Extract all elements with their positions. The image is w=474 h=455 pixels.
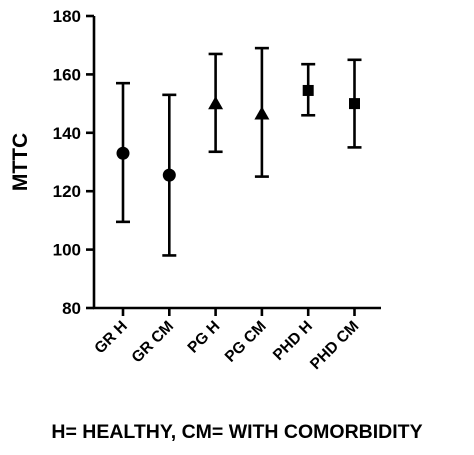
square-marker (302, 84, 314, 96)
y-tick-label: 180 (53, 7, 81, 26)
triangle-marker (254, 106, 270, 120)
y-axis-label: MTTC (9, 133, 32, 191)
data-point-gr-h (116, 81, 130, 224)
data-point-phd-h (301, 62, 316, 117)
x-tick-label: PG CM (222, 318, 270, 366)
data-point-pg-h (208, 52, 224, 154)
data-point-pg-cm (254, 46, 270, 178)
y-tick-label: 80 (62, 299, 81, 318)
x-tick-label: PHD CM (307, 318, 362, 373)
series (116, 46, 362, 257)
x-tick-label: GR H (91, 318, 130, 357)
x-tick-label: PHD H (270, 318, 316, 364)
x-tick-label: GR CM (129, 318, 178, 367)
x-tick-label: PG H (185, 318, 224, 357)
y-tick-label: 160 (53, 65, 81, 84)
data-point-phd-cm (347, 58, 362, 149)
y-tick-label: 100 (53, 241, 81, 260)
circle-marker (116, 146, 130, 160)
data-point-gr-cm (162, 93, 177, 257)
circle-marker (162, 168, 176, 182)
footnote: H= HEALTHY, CM= WITH COMORBIDITY (51, 421, 422, 443)
triangle-marker (208, 96, 224, 110)
axes (92, 16, 381, 310)
square-marker (349, 98, 360, 110)
y-tick-label: 140 (53, 124, 81, 143)
y-ticks: 80 100 120 140 160 180 (53, 7, 94, 318)
y-tick-label: 120 (53, 182, 81, 201)
